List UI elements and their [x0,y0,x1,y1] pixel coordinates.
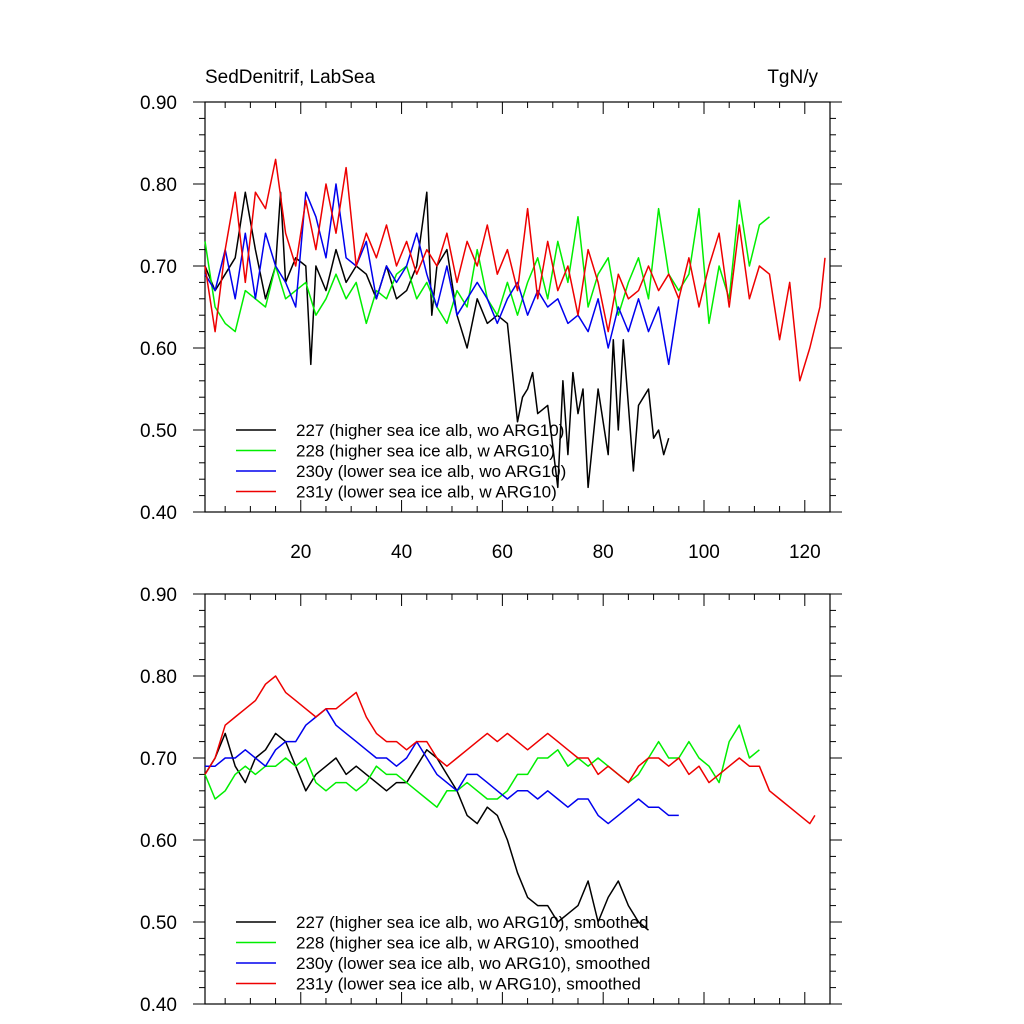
legend-label: 231y (lower sea ice alb, w ARG10), smoot… [296,975,641,994]
chart-title: SedDenitrif, LabSea [205,67,375,88]
x-tick-label: 80 [593,542,614,563]
y-tick-label: 0.60 [140,831,177,852]
units-label: TgN/y [767,67,818,88]
y-tick-label: 0.50 [140,913,177,934]
y-tick-label: 0.80 [140,175,177,196]
x-tick-label: 20 [290,542,311,563]
top-panel: SedDenitrif, LabSea TgN/y 20 40 60 80 100 120… [140,67,842,563]
x-tick-label: 120 [789,542,821,563]
y-tick-label: 0.40 [140,995,177,1016]
series-line-2 [204,183,680,366]
series-line-3 [204,675,816,825]
legend-label: 227 (higher sea ice alb, wo ARG10), smoo… [296,913,648,932]
plot-frame [204,101,831,513]
bottom-panel: 0.40 0.50 0.60 0.70 0.80 0.90 227 (higher sea … [140,585,842,1016]
y-tick-label: 0.70 [140,257,177,278]
series-line-1 [204,724,760,808]
y-tick-label: 0.80 [140,667,177,688]
x-tick-label: 40 [391,542,412,563]
series-line-3 [204,158,826,382]
legend-label: 231y (lower sea ice alb, w ARG10) [296,483,557,502]
legend-label: 228 (higher sea ice alb, w ARG10) [296,442,555,461]
y-tick-label: 0.50 [140,421,177,442]
y-tick-label: 0.90 [140,585,177,606]
x-tick-label: 100 [688,542,720,563]
series-line-0 [204,732,649,931]
y-tick-label: 0.90 [140,93,177,114]
x-tick-label: 60 [492,542,513,563]
series-line-2 [205,708,679,825]
y-tick-label: 0.60 [140,339,177,360]
legend-label: 230y (lower sea ice alb, wo ARG10) [296,462,566,481]
legend-label: 230y (lower sea ice alb, wo ARG10), smoo… [296,954,650,973]
y-tick-label: 0.40 [140,503,177,524]
legend-label: 227 (higher sea ice alb, wo ARG10) [296,421,564,440]
legend-label: 228 (higher sea ice alb, w ARG10), smoot… [296,934,639,953]
series-line-1 [204,199,770,333]
plot-frame [204,593,831,1005]
y-tick-label: 0.70 [140,749,177,770]
